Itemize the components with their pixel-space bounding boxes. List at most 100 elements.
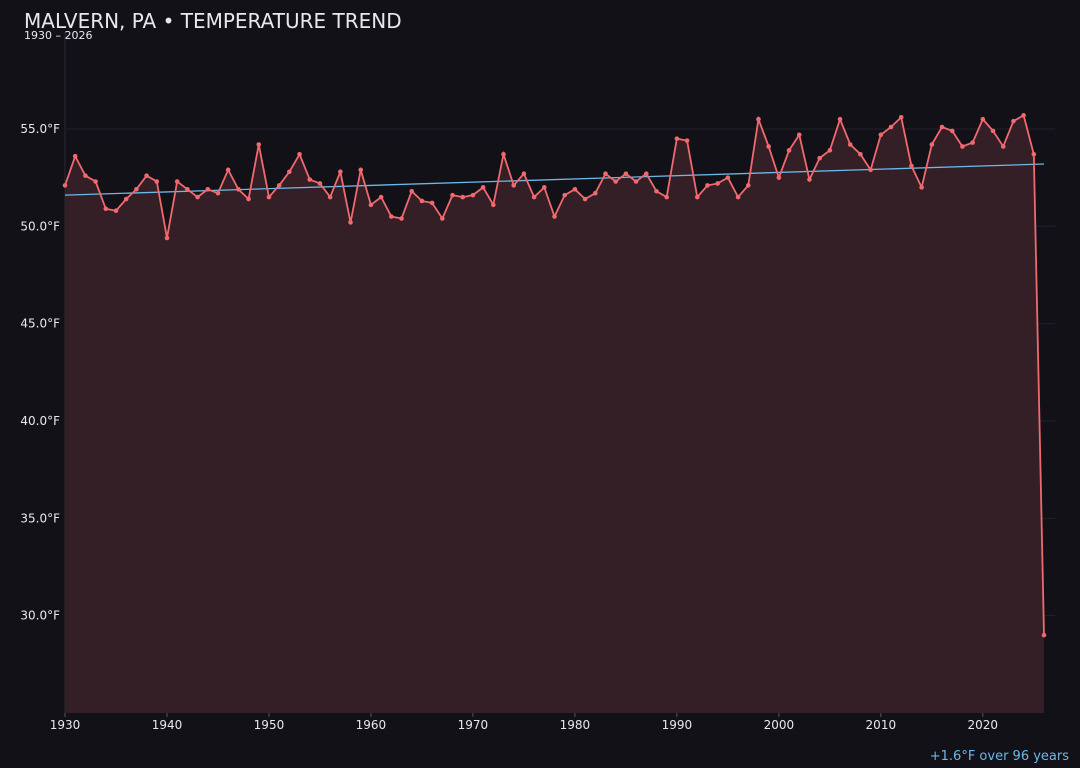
- point: [807, 177, 812, 182]
- x-tick-label: 2000: [764, 718, 795, 732]
- area: [65, 115, 1044, 713]
- point: [562, 192, 567, 198]
- point: [868, 167, 873, 173]
- point: [878, 132, 884, 138]
- point: [694, 194, 700, 200]
- point: [756, 116, 761, 122]
- point: [276, 183, 282, 188]
- point: [980, 116, 986, 122]
- point: [654, 188, 659, 194]
- point: [613, 179, 618, 184]
- point: [195, 194, 200, 200]
- point: [796, 132, 802, 138]
- point: [705, 183, 710, 188]
- point: [542, 185, 547, 190]
- point: [440, 216, 445, 221]
- point: [460, 194, 466, 200]
- point: [511, 183, 517, 188]
- point: [1000, 144, 1006, 149]
- point: [949, 128, 955, 134]
- point: [236, 186, 241, 192]
- point: [144, 173, 149, 178]
- point: [1011, 118, 1016, 124]
- point: [623, 171, 629, 177]
- point: [501, 151, 506, 157]
- point: [603, 171, 608, 177]
- point: [643, 171, 649, 177]
- point: [225, 167, 231, 173]
- point: [929, 142, 935, 147]
- point: [960, 144, 965, 149]
- point: [919, 185, 924, 190]
- point: [185, 186, 190, 192]
- point: [154, 179, 160, 184]
- point: [103, 206, 109, 212]
- y-tick-label: 40.0°F: [20, 414, 60, 428]
- chart-subtitle: 1930 – 2026: [24, 29, 92, 42]
- point: [287, 169, 292, 175]
- point: [817, 155, 822, 161]
- point: [327, 194, 333, 200]
- trend-annotation: +1.6°F over 96 years: [930, 749, 1069, 764]
- point: [786, 148, 792, 153]
- point: [480, 185, 486, 190]
- point: [531, 194, 537, 200]
- point: [552, 214, 557, 219]
- y-tick-label: 50.0°F: [20, 219, 60, 233]
- point: [83, 173, 88, 178]
- point: [123, 196, 129, 202]
- point: [664, 194, 669, 200]
- point: [674, 136, 680, 141]
- y-tick-label: 55.0°F: [20, 122, 60, 136]
- point: [297, 151, 302, 157]
- point: [633, 179, 639, 184]
- trend-line: [64, 163, 1045, 196]
- point: [266, 194, 272, 200]
- point: [847, 142, 853, 147]
- point: [470, 192, 476, 198]
- point: [909, 163, 914, 169]
- point: [348, 220, 353, 225]
- point: [256, 142, 262, 147]
- point: [888, 124, 894, 130]
- point: [399, 216, 404, 221]
- point: [62, 183, 68, 188]
- point: [491, 202, 496, 208]
- point: [215, 190, 221, 196]
- point: [389, 214, 394, 219]
- point: [317, 181, 323, 186]
- point: [164, 235, 170, 241]
- x-tick-label: 1930: [50, 718, 81, 732]
- point: [735, 194, 741, 200]
- point: [684, 138, 690, 143]
- point: [939, 124, 945, 130]
- chart-title: MALVERN, PA • TEMPERATURE TREND: [24, 9, 402, 33]
- point: [429, 200, 435, 206]
- y-tick-label: 35.0°F: [20, 511, 60, 525]
- x-tick-label: 1940: [152, 718, 183, 732]
- point: [307, 177, 313, 182]
- point: [205, 186, 211, 192]
- x-tick-label: 2010: [866, 718, 897, 732]
- point: [990, 128, 996, 134]
- point: [592, 190, 598, 196]
- point: [745, 183, 751, 188]
- point: [246, 196, 251, 202]
- point: [725, 175, 731, 180]
- x-tick-label: 2020: [968, 718, 999, 732]
- point: [93, 179, 98, 184]
- y-tick-label: 45.0°F: [20, 317, 60, 331]
- point: [572, 186, 578, 192]
- x-tick-label: 1950: [254, 718, 285, 732]
- point: [827, 148, 833, 153]
- point: [776, 175, 782, 180]
- point: [368, 202, 374, 208]
- point: [898, 114, 904, 120]
- point: [72, 153, 78, 159]
- point: [715, 181, 720, 186]
- point: [450, 192, 455, 198]
- point: [113, 208, 119, 214]
- point: [766, 144, 771, 149]
